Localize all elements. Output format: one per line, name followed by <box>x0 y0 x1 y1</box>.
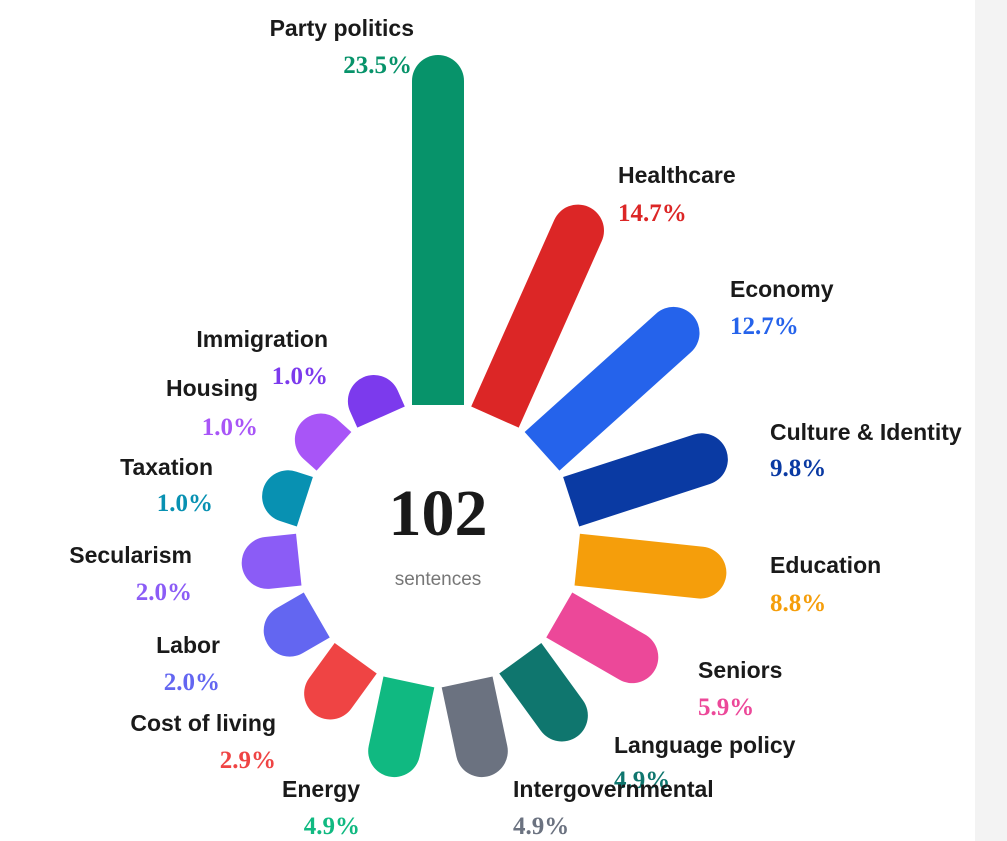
value-label: 4.9% <box>614 767 670 794</box>
bar <box>441 676 508 778</box>
bar <box>471 204 604 428</box>
bar <box>524 306 700 471</box>
category-label: Intergovernmental <box>513 776 714 802</box>
category-label: Labor <box>156 632 220 658</box>
category-label: Culture & Identity <box>770 419 962 445</box>
value-label: 4.9% <box>513 813 569 840</box>
value-label: 1.0% <box>202 414 258 441</box>
category-label: Housing <box>166 375 258 401</box>
bar <box>368 676 435 778</box>
value-label: 2.0% <box>164 669 220 696</box>
total-label: sentences <box>395 569 482 590</box>
category-label: Immigration <box>196 326 328 352</box>
value-label: 2.0% <box>136 579 192 606</box>
bar <box>241 533 302 589</box>
category-label: Secularism <box>69 542 192 568</box>
value-label: 1.0% <box>272 363 328 390</box>
value-label: 8.8% <box>770 590 826 617</box>
value-label: 2.9% <box>220 747 276 774</box>
category-label: Education <box>770 552 881 578</box>
value-label: 12.7% <box>730 313 799 340</box>
category-label: Taxation <box>120 454 213 480</box>
value-label: 1.0% <box>157 490 213 517</box>
category-label: Party politics <box>270 15 414 41</box>
category-label: Language policy <box>614 732 796 758</box>
bar <box>294 413 352 471</box>
bar <box>546 592 659 684</box>
bar <box>563 433 728 527</box>
bar <box>347 375 405 428</box>
total: 102 <box>389 477 488 550</box>
category-label: Seniors <box>698 657 782 683</box>
category-label: Cost of living <box>130 710 276 736</box>
bar <box>263 592 330 657</box>
value-label: 4.9% <box>304 813 360 840</box>
value-label: 9.8% <box>770 455 826 482</box>
value-label: 5.9% <box>698 694 754 721</box>
bar <box>574 533 727 599</box>
category-label: Healthcare <box>618 162 736 188</box>
bars <box>241 55 728 778</box>
bar <box>499 642 588 742</box>
bar <box>412 55 464 405</box>
labels: Party politics 23.5% Healthcare 14.7% Econom… <box>69 15 962 840</box>
value-label: 14.7% <box>618 200 687 227</box>
bar <box>262 470 313 527</box>
value-label: 23.5% <box>343 52 412 79</box>
category-label: Economy <box>730 276 834 302</box>
side-panel <box>975 0 1007 841</box>
category-label: Energy <box>282 776 360 802</box>
bar <box>304 642 377 720</box>
